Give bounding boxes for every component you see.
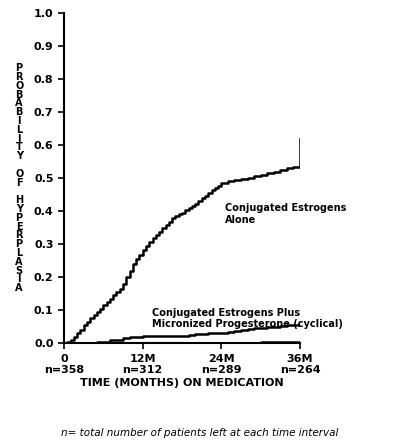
Text: Conjugated Estrogens
Alone: Conjugated Estrogens Alone xyxy=(225,203,346,224)
Text: n= total number of patients left at each time interval: n= total number of patients left at each… xyxy=(61,428,339,438)
X-axis label: TIME (MONTHS) ON MEDICATION: TIME (MONTHS) ON MEDICATION xyxy=(80,378,284,388)
Text: Conjugated Estrogens Plus
Micronized Progesterone (cyclical): Conjugated Estrogens Plus Micronized Pro… xyxy=(152,308,343,329)
Text: Placebo
Only: Placebo Only xyxy=(0,439,1,440)
Text: P
R
O
B
A
B
I
L
I
T
Y
 
O
F
 
H
Y
P
E
R
P
L
A
S
I
A: P R O B A B I L I T Y O F H Y P E R P L … xyxy=(15,63,23,293)
